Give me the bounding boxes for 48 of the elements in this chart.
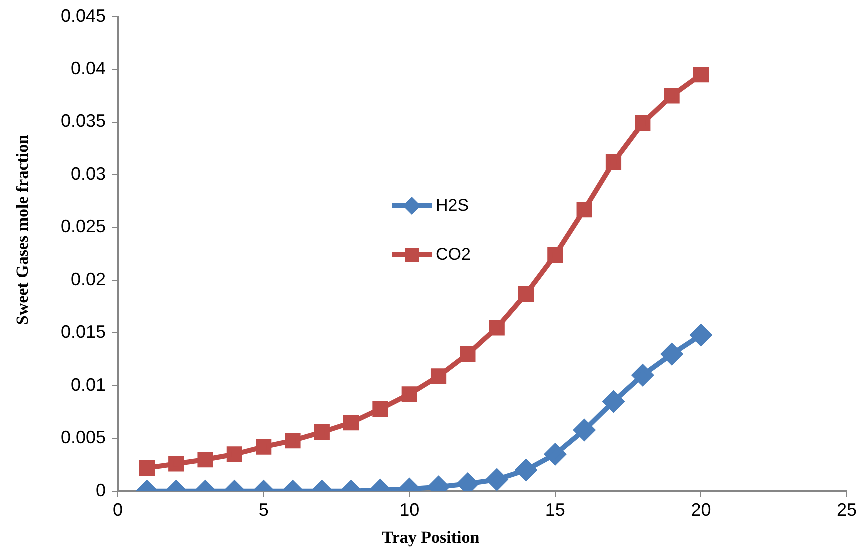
x-tick-label: 20: [691, 500, 712, 520]
point: [662, 344, 683, 365]
point: [285, 432, 301, 449]
point: [516, 460, 537, 481]
point: [693, 67, 710, 83]
point: [606, 154, 622, 170]
point: [548, 247, 564, 263]
point: [430, 368, 447, 384]
y-tick-label: 0: [96, 480, 106, 500]
point: [690, 324, 712, 346]
y-tick-label: 0.01: [70, 374, 106, 395]
point: [486, 469, 508, 490]
y-tick-label: 0.025: [60, 216, 106, 237]
point: [576, 202, 592, 218]
x-tick-label: 15: [545, 500, 566, 520]
y-tick-label: 0.015: [60, 322, 106, 342]
point: [256, 439, 272, 455]
y-tick-label: 0.035: [60, 111, 106, 132]
point: [518, 286, 534, 302]
y-tick-label: 0.02: [70, 269, 106, 290]
x-tick-label: 25: [836, 500, 858, 520]
point: [168, 456, 184, 472]
legend-label: H2S: [436, 196, 470, 216]
point: [139, 460, 156, 476]
x-tick-label: 0: [113, 500, 124, 520]
x-tick-label: 10: [400, 500, 420, 520]
y-tick-label: 0.03: [70, 164, 106, 184]
point: [314, 424, 330, 440]
point: [402, 386, 418, 402]
point: [372, 401, 388, 417]
point: [603, 391, 624, 412]
point: [226, 446, 242, 462]
point: [574, 420, 596, 441]
y-tick-label: 0.045: [60, 6, 106, 26]
point: [632, 364, 654, 386]
x-axis-title: Tray Position: [381, 528, 481, 548]
point: [635, 116, 651, 132]
point: [198, 452, 214, 468]
y-axis-title: Sweet Gases mole fraction: [13, 134, 33, 328]
legend-label: CO2: [436, 244, 471, 264]
point: [489, 320, 505, 336]
x-tick-label: 5: [258, 500, 269, 520]
point: [664, 88, 680, 104]
point: [460, 346, 476, 362]
y-tick-label: 0.005: [60, 428, 106, 448]
point: [544, 444, 566, 465]
y-tick-label: 0.04: [70, 58, 106, 78]
point: [344, 415, 360, 431]
